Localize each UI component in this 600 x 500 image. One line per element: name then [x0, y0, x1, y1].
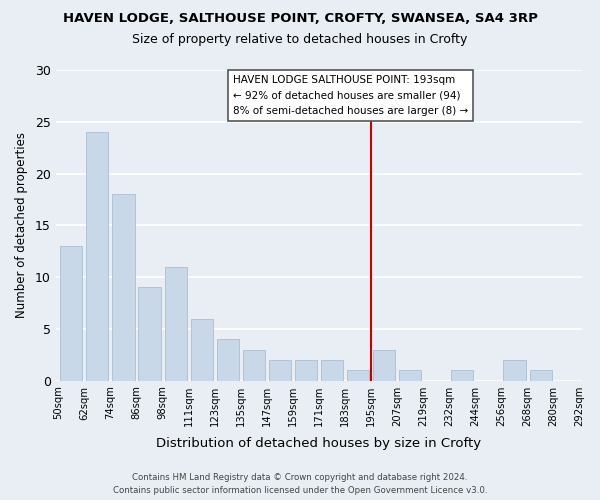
Bar	[451, 370, 473, 380]
Bar	[295, 360, 317, 380]
Bar	[112, 194, 134, 380]
Bar	[86, 132, 109, 380]
Bar	[243, 350, 265, 380]
Bar	[321, 360, 343, 380]
Text: Size of property relative to detached houses in Crofty: Size of property relative to detached ho…	[133, 32, 467, 46]
Bar	[503, 360, 526, 380]
Bar	[191, 318, 213, 380]
Bar	[269, 360, 291, 380]
Bar	[399, 370, 421, 380]
Bar	[217, 339, 239, 380]
Text: Contains HM Land Registry data © Crown copyright and database right 2024.
Contai: Contains HM Land Registry data © Crown c…	[113, 474, 487, 495]
Y-axis label: Number of detached properties: Number of detached properties	[15, 132, 28, 318]
Text: HAVEN LODGE, SALTHOUSE POINT, CROFTY, SWANSEA, SA4 3RP: HAVEN LODGE, SALTHOUSE POINT, CROFTY, SW…	[62, 12, 538, 26]
Bar	[164, 266, 187, 380]
Bar	[60, 246, 82, 380]
Bar	[347, 370, 369, 380]
Bar	[530, 370, 551, 380]
X-axis label: Distribution of detached houses by size in Crofty: Distribution of detached houses by size …	[157, 437, 482, 450]
Text: HAVEN LODGE SALTHOUSE POINT: 193sqm
← 92% of detached houses are smaller (94)
8%: HAVEN LODGE SALTHOUSE POINT: 193sqm ← 92…	[233, 75, 468, 116]
Bar	[373, 350, 395, 380]
Bar	[139, 288, 161, 380]
